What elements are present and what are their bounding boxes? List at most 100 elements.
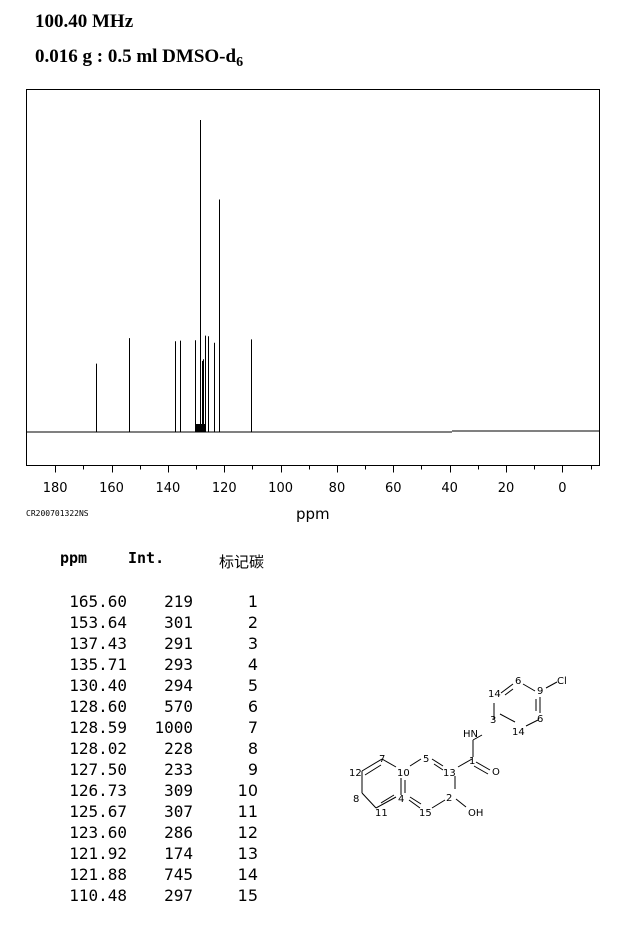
table-row: 128.59 1000 7 [55,717,258,738]
table-row: 128.60 570 6 [55,696,258,717]
intensity-cell: 1000 [154,718,193,737]
ppm-cell: 135.71 [69,655,127,674]
carbon-label-cell: 11 [237,802,258,821]
table-row: 153.64 301 2 [55,612,258,633]
sample-label: 0.016 g : 0.5 ml DMSO-d6 [35,46,244,70]
intensity-cell: 174 [164,844,193,863]
carbon-label-cell: 7 [247,718,258,737]
atom-num-15: 15 [419,808,432,819]
table-row: 128.02 228 8 [55,738,258,759]
intensity-cell: 301 [164,613,193,632]
intensity-cell: 309 [164,781,193,800]
table-row: 126.73 309 10 [55,780,258,801]
ppm-cell: 123.60 [69,823,127,842]
x-tick-label: 60 [385,481,402,496]
intensity-cell: 294 [164,676,193,695]
atom-num-1: 1 [469,756,475,767]
atom-num-6a: 6 [515,676,521,687]
carbon-label-cell: 15 [237,886,258,905]
x-axis-label: ppm [296,505,330,523]
x-tick-label: 180 [43,481,68,496]
table-row: 121.88 745 14 [55,864,258,885]
peaks [96,120,252,432]
ppm-cell: 165.60 [69,592,127,611]
carbon-label-cell: 5 [247,676,258,695]
sample-subscript: 6 [236,55,244,70]
carbon-label-cell: 3 [247,634,258,653]
intensity-cell: 233 [164,760,193,779]
table-row: 125.67 307 11 [55,801,258,822]
intensity-cell: 291 [164,634,193,653]
table-row: 165.60 219 1 [55,591,258,612]
carbon-label-cell: 8 [247,739,258,758]
plot-frame [26,89,600,466]
x-axis: 180 160 140 120 100 80 60 40 20 0 [43,465,592,496]
atom-num-2: 2 [446,793,452,804]
x-tick-label: 160 [99,481,124,496]
spectrum-code: CR200701322NS [26,509,89,518]
atom-num-12: 12 [349,768,362,779]
atom-o: O [492,767,500,778]
table-row: 121.92 174 13 [55,843,258,864]
header-intensity: Int. [128,549,165,567]
carbon-label-cell: 9 [247,760,258,779]
x-tick-label: 80 [329,481,346,496]
atom-num-4: 4 [398,794,404,805]
peak-table: 165.60 219 1 153.64 301 2 137.43 291 3 135.71 293 4… [55,591,258,906]
x-tick-label: 100 [268,481,293,496]
ppm-cell: 121.92 [69,844,127,863]
carbon-label-cell: 12 [237,823,258,842]
table-row: 135.71 293 4 [55,654,258,675]
table-row: 127.50 233 9 [55,759,258,780]
intensity-cell: 219 [164,592,193,611]
intensity-cell: 228 [164,739,193,758]
ppm-cell: 121.88 [69,865,127,884]
atom-num-3: 3 [490,715,496,726]
molecule-labels: Cl HN O OH 1 2 3 4 5 6 6 7 8 9 10 11 12 … [349,676,567,819]
atom-oh: OH [468,808,483,819]
intensity-cell: 293 [164,655,193,674]
ppm-cell: 126.73 [69,781,127,800]
intensity-cell: 286 [164,823,193,842]
table-row: 123.60 286 12 [55,822,258,843]
ppm-cell: 153.64 [69,613,127,632]
intensity-cell: 307 [164,802,193,821]
atom-hn: HN [463,729,478,740]
atom-num-13: 13 [443,768,456,779]
intensity-cell: 745 [164,865,193,884]
ppm-cell: 127.50 [69,760,127,779]
carbon-label-cell: 10 [237,781,258,800]
ppm-cell: 125.67 [69,802,127,821]
header-ppm: ppm [60,549,88,567]
ppm-cell: 128.60 [69,697,127,716]
x-tick-label: 20 [498,481,515,496]
frequency-label: 100.40 MHz [35,11,134,32]
molecule-structure: Cl HN O OH 1 2 3 4 5 6 6 7 8 9 10 11 12 … [349,676,567,819]
x-tick-label: 40 [441,481,458,496]
carbon-label-cell: 1 [247,592,258,611]
atom-num-10: 10 [397,768,410,779]
sample-text: 0.016 g : 0.5 ml DMSO-d [35,46,237,67]
carbon-label-cell: 4 [247,655,258,674]
intensity-cell: 297 [164,886,193,905]
ppm-cell: 137.43 [69,634,127,653]
atom-cl: Cl [557,676,567,687]
atom-num-6b: 6 [537,714,543,725]
x-tick-label: 120 [212,481,237,496]
ppm-cell: 110.48 [69,886,127,905]
ppm-cell: 128.02 [69,739,127,758]
carbon-label-cell: 13 [237,844,258,863]
header-carbon: 标记碳 [219,553,265,571]
table-row: 137.43 291 3 [55,633,258,654]
ppm-cell: 128.59 [69,718,127,737]
carbon-label-cell: 6 [247,697,258,716]
table-row: 110.48 297 15 [55,885,258,906]
atom-num-14b: 14 [512,727,525,738]
x-tick-label: 0 [558,481,566,496]
atom-num-11: 11 [375,808,388,819]
spectrum-chart: 180 160 140 120 100 80 60 40 20 0 [26,89,600,496]
carbon-label-cell: 14 [237,865,258,884]
ppm-cell: 130.40 [69,676,127,695]
x-tick-label: 140 [155,481,180,496]
carbon-label-cell: 2 [247,613,258,632]
